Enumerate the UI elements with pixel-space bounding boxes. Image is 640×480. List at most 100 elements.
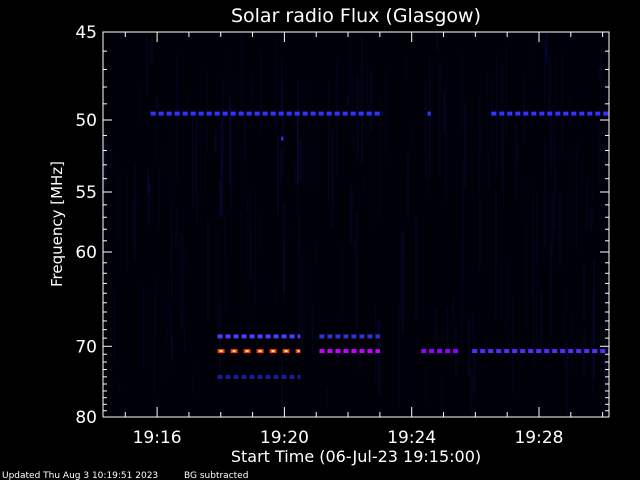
noise-streak [232, 74, 235, 160]
noise-streak [501, 61, 504, 191]
burst-core [297, 350, 300, 353]
noise-streak [549, 46, 552, 144]
noise-streak [283, 134, 285, 173]
noise-streak [230, 103, 232, 208]
burst-segment [520, 349, 526, 354]
noise-streak [374, 307, 377, 383]
noise-streak [547, 53, 551, 116]
footer-bg-note: BG subtracted [184, 471, 248, 480]
noise-streak [512, 295, 514, 394]
noise-streak [434, 38, 436, 50]
burst-segment [343, 334, 349, 339]
noise-streak [478, 94, 481, 194]
burst-segment [480, 349, 486, 354]
noise-streak [356, 75, 359, 162]
plot-frame [102, 31, 610, 418]
burst-segment [560, 349, 566, 354]
noise-streak [191, 119, 194, 210]
noise-streak [192, 378, 194, 395]
noise-streak [110, 148, 113, 175]
noise-streak [495, 54, 498, 175]
burst-segment [302, 111, 308, 116]
noise-streak [500, 258, 502, 321]
noise-streak [150, 36, 153, 63]
noise-streak [353, 135, 355, 152]
noise-streak [187, 91, 189, 120]
noise-streak [118, 379, 121, 394]
noise-streak [350, 185, 353, 245]
noise-streak [495, 191, 498, 319]
noise-streak [598, 106, 601, 192]
noise-streak [331, 128, 334, 228]
noise-streak [142, 286, 145, 369]
noise-streak [246, 201, 249, 211]
y-tick-label: 80 [75, 408, 97, 428]
noise-streak [251, 74, 253, 100]
burst-segment [182, 111, 188, 116]
burst-segment [472, 349, 478, 354]
noise-streak [175, 209, 178, 249]
noise-streak [446, 307, 449, 351]
noise-streak [460, 123, 463, 136]
burst-segment [225, 374, 231, 379]
noise-streak [579, 137, 581, 166]
burst-segment [539, 111, 545, 116]
noise-streak [378, 320, 381, 397]
burst-segment [515, 111, 521, 116]
noise-streak [363, 176, 366, 191]
burst-segment [343, 349, 349, 354]
noise-streak [525, 227, 527, 328]
burst-segment [351, 349, 357, 354]
burst-segment [294, 111, 300, 116]
burst-segment [150, 111, 156, 116]
noise-streak [401, 242, 404, 294]
burst-segment [254, 111, 260, 116]
noise-streak [479, 129, 482, 155]
burst-segment [190, 111, 196, 116]
noise-streak [580, 160, 582, 182]
noise-streak [165, 327, 168, 340]
x-tick-label: 19:20 [260, 428, 309, 448]
noise-streak [562, 294, 565, 369]
noise-streak [591, 187, 593, 199]
burst-segment [496, 349, 502, 354]
noise-streak [412, 123, 414, 148]
burst-segment [359, 349, 365, 354]
noise-streak [555, 58, 558, 137]
noise-streak [229, 198, 231, 257]
noise-streak [552, 114, 554, 166]
burst-segment [281, 334, 287, 339]
burst-segment [335, 349, 341, 354]
noise-streak [406, 153, 410, 217]
burst-segment [592, 349, 598, 354]
burst-segment [563, 111, 569, 116]
noise-streak [367, 105, 369, 233]
noise-streak [545, 33, 548, 64]
y-tick-label: 55 [75, 183, 97, 203]
burst-segment [217, 374, 223, 379]
noise-streak [156, 104, 158, 164]
burst-core [258, 350, 262, 353]
noise-streak [397, 305, 400, 408]
noise-streak [565, 338, 569, 414]
burst-segment [334, 111, 340, 116]
burst-segment [327, 349, 333, 354]
noise-streak [540, 292, 543, 360]
noise-streak [224, 214, 227, 312]
noise-streak [246, 216, 249, 321]
noise-streak [117, 171, 119, 242]
noise-streak [399, 177, 401, 267]
burst-segment [576, 349, 582, 354]
noise-streak [220, 119, 223, 219]
burst-segment [286, 111, 292, 116]
noise-streak [214, 129, 217, 154]
burst-segment [249, 334, 255, 339]
noise-streak [147, 167, 150, 195]
noise-streak [502, 112, 504, 208]
burst-segment [523, 111, 529, 116]
noise-streak [379, 98, 382, 215]
noise-streak [327, 81, 330, 206]
noise-streak [505, 42, 507, 141]
noise-streak [426, 155, 429, 198]
noise-streak [229, 98, 231, 187]
